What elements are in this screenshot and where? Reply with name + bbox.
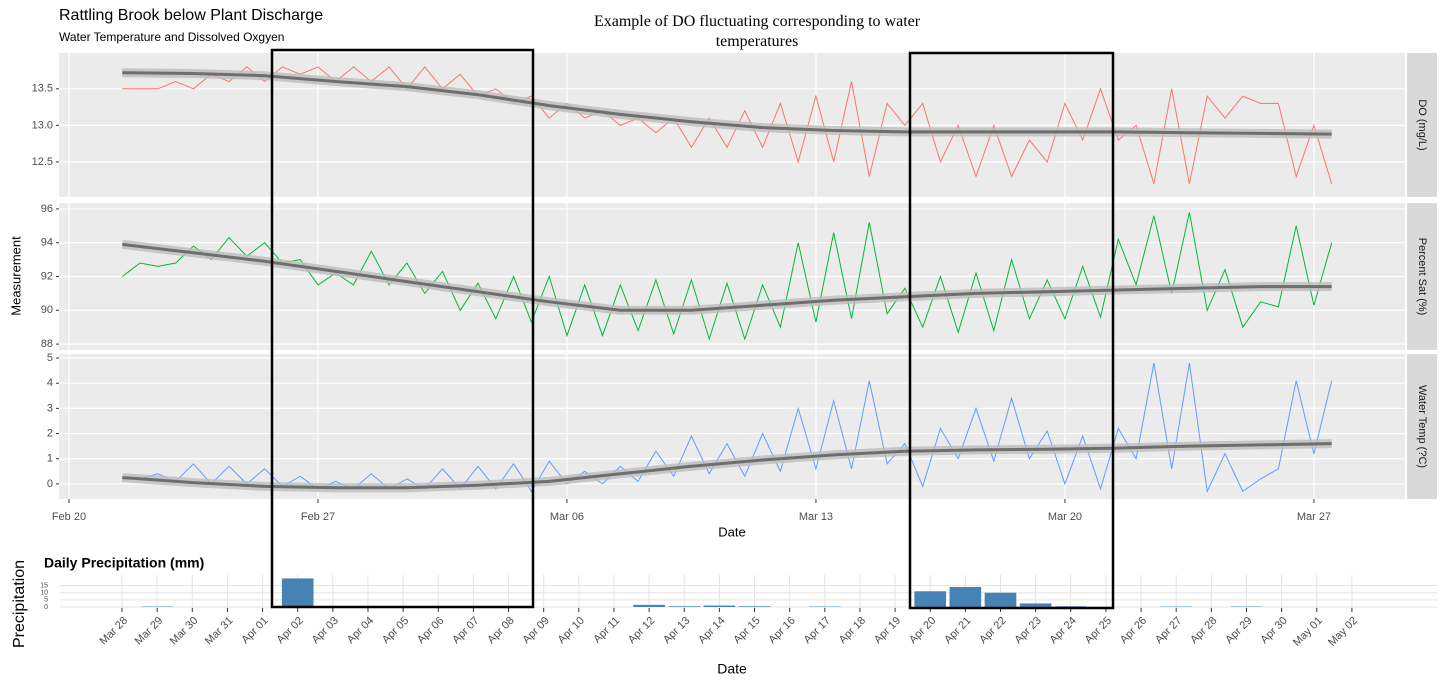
strip-background (1407, 354, 1437, 499)
smooth-line (122, 442, 1332, 490)
strip-background (1407, 53, 1437, 197)
x-tick-label: Apr 07 (450, 615, 481, 646)
x-tick-label: Apr 19 (872, 615, 903, 646)
x-tick-label: Apr 30 (1258, 615, 1289, 646)
strip-label: DO (mg/L) (1416, 99, 1428, 150)
y-axis-title: Measurement (8, 236, 23, 316)
x-tick-label: Apr 25 (1083, 615, 1114, 646)
precip-title: Daily Precipitation (mm) (44, 555, 204, 571)
x-tick-label: Apr 23 (1012, 615, 1043, 646)
x-tick-label: Apr 16 (766, 615, 797, 646)
x-tick-label: Apr 21 (942, 615, 973, 646)
x-tick-label: Feb 27 (301, 511, 335, 523)
bar (703, 605, 736, 607)
x-tick-label: Mar 06 (550, 511, 584, 523)
precip-y-title: Precipitation (11, 560, 28, 648)
x-tick-label: Apr 14 (696, 615, 727, 646)
data-line (121, 212, 1333, 341)
smooth-line (122, 242, 1332, 312)
y-tick-label: 5 (44, 597, 48, 604)
highlight-box (908, 51, 1115, 610)
y-tick-label: 3 (47, 402, 53, 414)
x-tick-label: Apr 27 (1153, 615, 1184, 646)
y-tick-label: 1 (47, 453, 53, 465)
bar (633, 604, 665, 607)
chart-subtitle: Water Temperature and Dissolved Oxgyen (59, 30, 284, 44)
x-tick-label: May 02 (1326, 615, 1360, 649)
y-tick-label: 0 (47, 478, 53, 490)
x-tick-label: Apr 05 (380, 615, 411, 646)
bar (914, 591, 947, 607)
x-tick-label: Apr 28 (1188, 615, 1219, 646)
x-tick-label: Apr 08 (485, 615, 516, 646)
x-tick-label: Mar 27 (1297, 511, 1331, 523)
bar (281, 578, 314, 607)
y-tick-label: 4 (47, 377, 53, 389)
strip-label: Percent Sat (%) (1416, 238, 1428, 316)
x-tick-label: Apr 15 (731, 615, 762, 646)
highlight-boxes (270, 48, 1115, 610)
x-tick-label: Apr 10 (556, 615, 587, 646)
x-tick-label: Mar 30 (168, 615, 201, 648)
y-tick-label: 2 (47, 427, 53, 439)
x-tick-label: Mar 31 (203, 615, 236, 648)
x-tick-label: May 01 (1291, 615, 1325, 649)
bar (984, 592, 1017, 607)
y-tick-label: 13.0 (32, 119, 53, 131)
x-tick-label: Apr 11 (591, 615, 622, 646)
y-tick-label: 0 (44, 604, 48, 611)
x-tick-label: Apr 26 (1118, 615, 1149, 646)
y-tick-label: 5 (47, 352, 53, 364)
strip-label: Water Temp (?C) (1416, 385, 1428, 468)
x-tick-label: Apr 29 (1223, 615, 1254, 646)
x-tick-label: Mar 29 (133, 615, 166, 648)
x-tick-label: Apr 20 (907, 615, 938, 646)
x-tick-label: Apr 24 (1048, 615, 1079, 646)
panel-background (59, 354, 1405, 499)
panel-background (60, 575, 1437, 609)
smooth-line (122, 71, 1332, 136)
x-tick-label: Apr 22 (977, 615, 1008, 646)
y-tick-label: 15 (40, 582, 48, 589)
x-tick-label: Mar 13 (799, 511, 833, 523)
strip-background (1407, 203, 1437, 350)
y-tick-label: 10 (40, 590, 48, 597)
x-tick-label: Apr 01 (239, 615, 270, 646)
bar (1054, 606, 1087, 607)
x-axis-title: Date (718, 524, 745, 539)
x-tick-label: Apr 13 (661, 615, 692, 646)
x-tick-label: Apr 18 (837, 615, 868, 646)
precip-x-title: Date (717, 661, 747, 677)
y-tick-label: 12.5 (32, 156, 53, 168)
bar (668, 606, 701, 607)
y-tick-label: 88 (41, 338, 53, 350)
y-tick-label: 96 (41, 203, 53, 215)
bar (1019, 603, 1052, 607)
x-tick-label: Apr 09 (520, 615, 551, 646)
bar (949, 587, 982, 607)
x-tick-label: Feb 20 (52, 511, 86, 523)
x-tick-label: Mar 28 (97, 615, 130, 648)
x-tick-label: Apr 02 (274, 615, 305, 646)
x-tick-label: Apr 03 (310, 615, 341, 646)
chart-title: Rattling Brook below Plant Discharge (59, 7, 323, 24)
x-tick-label: Apr 04 (345, 615, 376, 646)
y-tick-label: 94 (41, 237, 53, 249)
y-tick-label: 92 (41, 270, 53, 282)
x-tick-label: Apr 12 (626, 615, 657, 646)
bar (738, 606, 771, 607)
y-tick-label: 13.5 (32, 83, 53, 95)
x-tick-label: Mar 20 (1048, 511, 1082, 523)
y-tick-label: 90 (41, 304, 53, 316)
x-tick-label: Apr 17 (802, 615, 833, 646)
x-tick-label: Apr 06 (415, 615, 446, 646)
highlight-box (270, 48, 535, 609)
annotation: Example of DO fluctuating corresponding … (593, 13, 921, 50)
